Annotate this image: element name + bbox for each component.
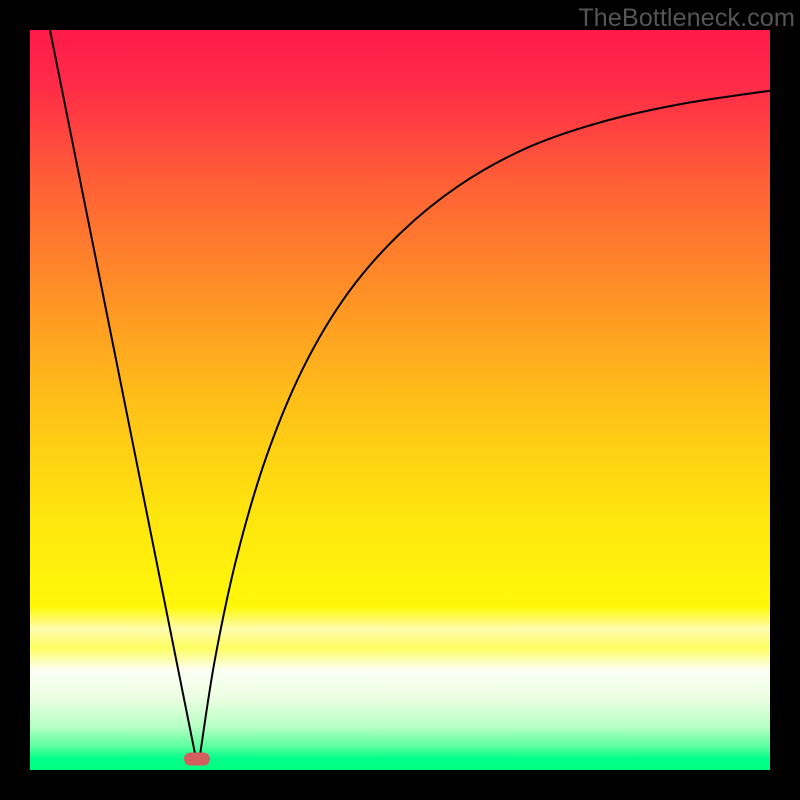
plot-area — [30, 30, 770, 770]
watermark: TheBottleneck.com — [578, 4, 795, 33]
bottleneck-curve — [30, 30, 770, 770]
optimum-marker — [184, 752, 210, 765]
